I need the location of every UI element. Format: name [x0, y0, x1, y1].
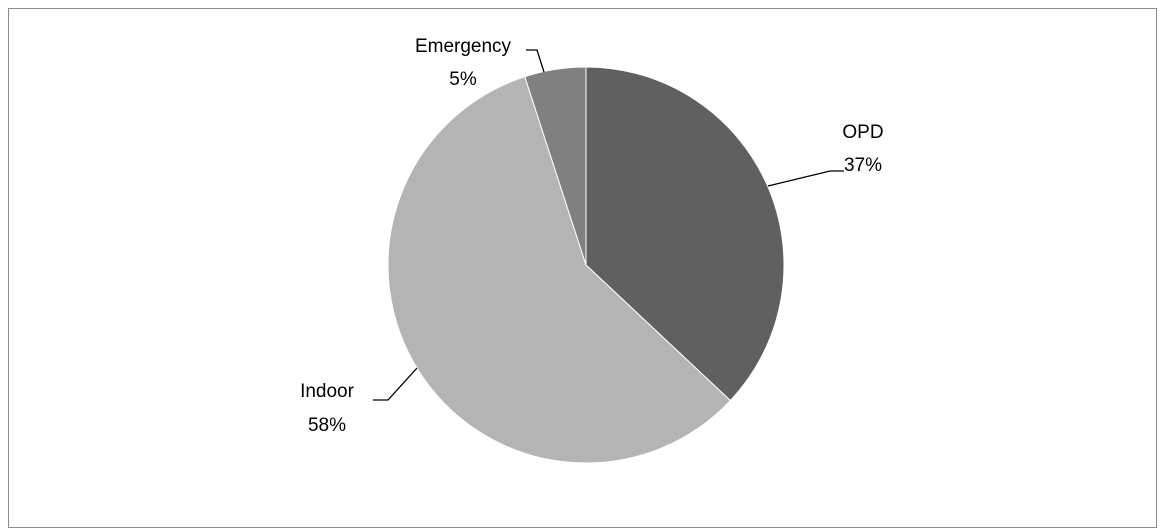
slice-category-label-opd: OPD: [842, 122, 883, 143]
slice-percent-label-emergency: 5%: [449, 69, 477, 90]
leader-line-opd: [767, 170, 844, 187]
leader-line-emergency: [526, 49, 545, 73]
leader-line-indoor: [373, 367, 418, 401]
slice-category-label-emergency: Emergency: [415, 36, 512, 57]
pie-slice-emergency: [524, 66, 587, 266]
slice-percent-label-opd: 37%: [844, 155, 882, 176]
slice-percent-label-indoor: 58%: [308, 415, 346, 436]
slice-category-label-indoor: Indoor: [300, 381, 355, 402]
pie-slice-indoor: [387, 76, 732, 464]
pie-slice-opd: [585, 66, 785, 402]
